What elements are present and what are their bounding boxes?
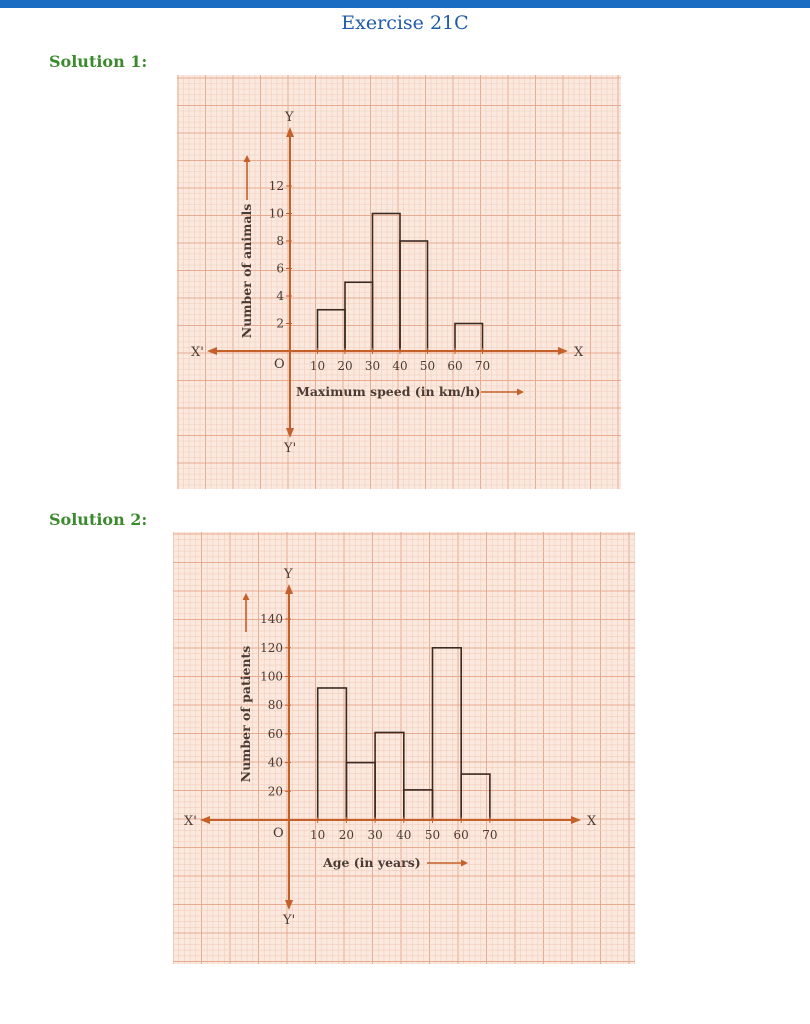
solution-2-label: Solution 2: [49, 510, 148, 529]
axes [207, 127, 568, 438]
y-axis-negative-label: Y' [282, 913, 295, 928]
y-axis-title-arrowhead [242, 593, 250, 600]
grid [177, 75, 621, 489]
x-axis-negative-label: X' [191, 345, 204, 360]
x-tick-label: 40 [392, 359, 407, 373]
y-axis-arrow-up [285, 584, 293, 594]
x-axis-negative-label: X' [184, 814, 197, 829]
y-tick-label: 8 [276, 234, 284, 248]
y-tick-label: 10 [269, 207, 284, 221]
y-axis-title: Number of patients [238, 646, 253, 783]
x-axis-title-arrowhead [517, 388, 524, 396]
y-tick-label: 2 [276, 317, 284, 331]
x-tick-label: 50 [425, 828, 440, 842]
x-axis-arrow-left [207, 347, 217, 355]
y-axis-arrow-down [285, 900, 293, 910]
x-axis-title: Age (in years) [322, 855, 421, 870]
x-tick-label: 20 [337, 359, 352, 373]
top-accent-bar [0, 0, 810, 8]
origin-label: O [273, 826, 284, 841]
y-tick-label: 120 [260, 641, 283, 655]
y-tick-label: 20 [268, 784, 283, 798]
x-axis-title: Maximum speed (in km/h) [296, 384, 480, 399]
y-axis-title: Number of animals [239, 204, 254, 339]
x-tick-label: 40 [396, 828, 411, 842]
y-tick-label: 60 [268, 727, 283, 741]
x-axis-positive-label: X [574, 345, 584, 360]
y-tick-label: 12 [269, 179, 284, 193]
x-tick-label: 10 [310, 359, 325, 373]
y-tick-label: 80 [268, 698, 283, 712]
histogram-animals-speed: X X' Y Y' O 10 20 30 40 50 60 70 2 4 6 8 10 12 Maximum spe… [177, 75, 621, 489]
y-axis-title-arrowhead [243, 155, 251, 162]
x-tick-label: 60 [454, 828, 469, 842]
x-axis-title-arrowhead [461, 859, 468, 867]
y-axis-arrow-up [286, 127, 294, 137]
x-tick-label: 30 [367, 828, 382, 842]
y-axis-arrow-down [286, 428, 294, 438]
axes [200, 584, 581, 910]
y-axis-positive-label: Y [283, 567, 293, 582]
origin-label: O [274, 357, 285, 372]
y-tick-label: 4 [276, 289, 284, 303]
solution-1-label: Solution 1: [49, 52, 148, 71]
x-tick-label: 10 [310, 828, 325, 842]
x-tick-label: 70 [482, 828, 497, 842]
x-axis-arrow-left [200, 816, 210, 824]
y-tick-label: 6 [276, 262, 284, 276]
x-tick-label: 70 [475, 359, 490, 373]
y-tick-label: 140 [260, 612, 283, 626]
x-tick-label: 60 [447, 359, 462, 373]
y-axis-positive-label: Y [284, 110, 294, 125]
y-tick-label: 100 [260, 670, 283, 684]
x-axis-arrow-right [558, 347, 568, 355]
x-tick-label: 50 [420, 359, 435, 373]
x-axis-positive-label: X [587, 814, 597, 829]
y-tick-label: 40 [268, 756, 283, 770]
x-tick-label: 20 [339, 828, 354, 842]
x-tick-label: 30 [365, 359, 380, 373]
page-title: Exercise 21C [341, 12, 469, 34]
histogram-patients-age: X X' Y Y' O 10 20 30 40 50 60 70 20 40 60 80 100 120 140 Ag… [173, 532, 635, 964]
x-axis-arrow-right [571, 816, 581, 824]
y-axis-negative-label: Y' [283, 441, 296, 456]
grid [173, 532, 635, 964]
